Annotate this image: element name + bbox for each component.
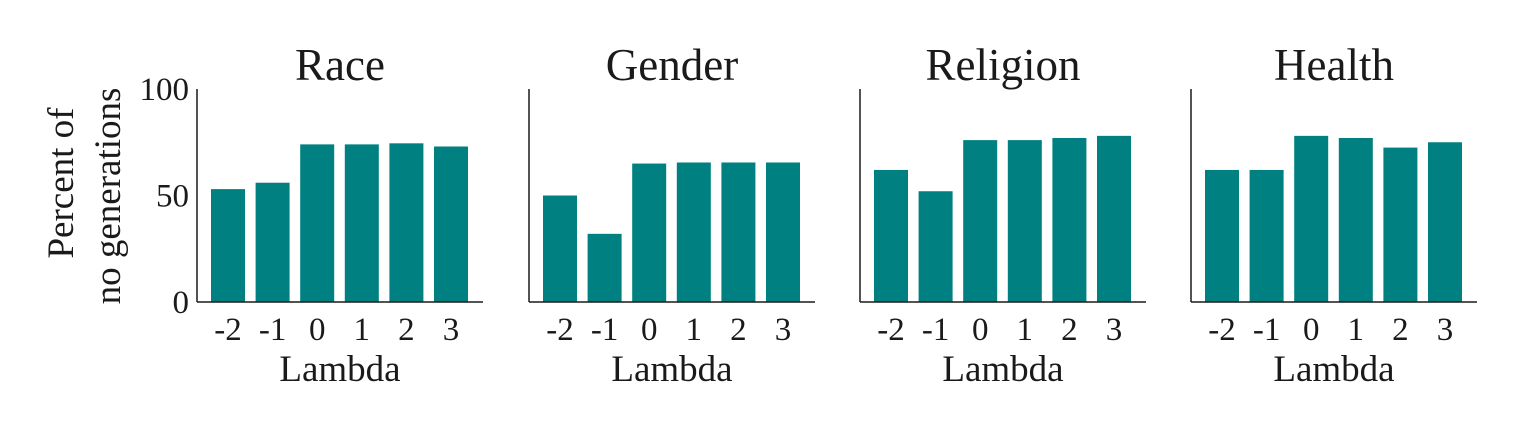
bar: [543, 195, 577, 302]
bar: [1428, 142, 1462, 302]
x-tick-label: 3: [1106, 312, 1123, 348]
y-axis-label-line2: no generations: [88, 88, 129, 305]
x-tick-label: -1: [259, 312, 287, 348]
bar: [632, 163, 667, 302]
x-tick-label: -1: [922, 312, 950, 348]
x-tick-label: 0: [972, 312, 989, 348]
x-tick-label: 0: [1303, 312, 1320, 348]
x-tick-label: 1: [1017, 312, 1034, 348]
y-tick-label: 0: [173, 285, 190, 321]
bar: [1052, 137, 1087, 302]
bar: [434, 146, 468, 302]
bar: [344, 144, 379, 302]
x-tick-label: 2: [1061, 312, 1078, 348]
x-tick-label: 3: [1437, 312, 1454, 348]
bar: [874, 169, 908, 302]
bar: [721, 162, 756, 302]
bar: [1097, 135, 1131, 302]
bar: [918, 191, 953, 302]
x-axis-label: Lambda: [942, 349, 1063, 390]
x-tick-label: -2: [1208, 312, 1236, 348]
x-tick-label: -1: [1253, 312, 1281, 348]
x-tick-label: 0: [309, 312, 326, 348]
bar: [766, 162, 800, 302]
bar: [676, 162, 711, 302]
y-axis-label-line1: Percent of: [41, 107, 82, 259]
panel-title: Race: [295, 40, 385, 90]
x-tick-label: 0: [641, 312, 658, 348]
bar: [211, 189, 245, 302]
bar: [300, 144, 335, 302]
bar: [255, 182, 290, 302]
panel-title: Religion: [926, 40, 1081, 90]
bar: [587, 233, 622, 302]
bar: [963, 140, 998, 302]
bar: [389, 143, 424, 302]
x-axis-label: Lambda: [611, 349, 732, 390]
x-axis-label: Lambda: [279, 349, 400, 390]
bar: [1249, 169, 1284, 302]
y-tick-label: 100: [140, 72, 190, 108]
y-tick-label: 50: [156, 179, 189, 215]
x-tick-label: -2: [546, 312, 574, 348]
x-tick-label: 2: [730, 312, 747, 348]
x-tick-label: 1: [1348, 312, 1365, 348]
y-axis-label: Percent of no generations: [41, 88, 129, 305]
bar: [1338, 137, 1373, 302]
bar: [1007, 140, 1042, 302]
x-tick-label: 1: [686, 312, 703, 348]
bar: [1383, 147, 1418, 302]
panel-religion: Religion -2 -1 0 1 2 3 Lambda: [859, 40, 1146, 390]
x-axis-label: Lambda: [1273, 349, 1394, 390]
panel-title: Health: [1274, 40, 1394, 90]
x-tick-label: -2: [877, 312, 905, 348]
x-tick-label: 2: [1392, 312, 1409, 348]
x-tick-label: 3: [443, 312, 460, 348]
panel-gender: Gender -2 -1 0 1 2 3 Lambda: [528, 40, 815, 390]
panel-health: Health -2 -1 0 1 2 3 Lambda: [1190, 40, 1477, 390]
x-tick-label: 2: [398, 312, 415, 348]
x-tick-label: 3: [775, 312, 792, 348]
x-tick-label: -2: [214, 312, 242, 348]
bar: [1294, 135, 1329, 302]
x-tick-label: 1: [354, 312, 371, 348]
x-tick-label: -1: [591, 312, 619, 348]
bar: [1205, 169, 1239, 302]
panel-title: Gender: [606, 40, 738, 90]
